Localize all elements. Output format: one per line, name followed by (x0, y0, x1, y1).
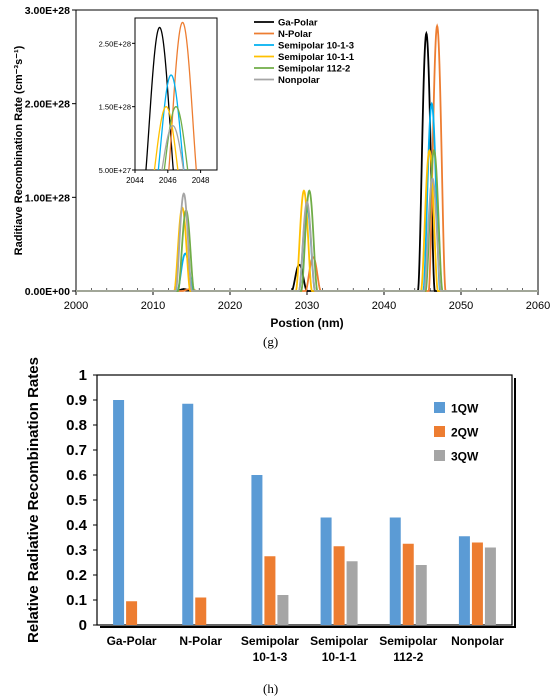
x-tick-label: 2000 (64, 300, 88, 312)
legend-label: Semipolar 112-2 (278, 64, 350, 75)
inset-x-tick-label: 2048 (192, 176, 210, 185)
bar-1qw (389, 517, 401, 625)
x-category-label: 112-2 (393, 650, 423, 664)
bar-2qw (126, 601, 138, 625)
recombination-rate-chart: 2000 2010 2020 2030 2040 2050 2060 0.00E+00 1.00… (13, 5, 550, 330)
relative-rates-bar-chart: 0 0.1 0.2 0.3 0.4 0.5 0.6 0.7 0.8 0.9 1 Ga-Polar N-P… (25, 357, 516, 664)
x-category-label: N-Polar (179, 634, 222, 648)
legend-label: Semipolar 10-1-3 (278, 41, 354, 52)
bar-2qw (402, 543, 414, 625)
y-axis-title: Relative Radiative Recombination Rates (25, 357, 42, 643)
legend-label: N-Polar (278, 29, 312, 40)
legend-swatch (434, 426, 445, 437)
x-tick-label: 2030 (295, 300, 319, 312)
x-category-label: Semipolar (379, 634, 437, 648)
y-tick-label: 0.7 (66, 442, 87, 459)
y-tick-label: 0 (79, 617, 87, 634)
x-tick-label: 2050 (449, 300, 473, 312)
y-tick-label: 0.00E+00 (25, 286, 70, 298)
x-category-label: Semipolar (310, 634, 368, 648)
legend-label: Nonpolar (278, 75, 320, 86)
bar-2qw (471, 542, 483, 625)
x-tick-label: 2040 (372, 300, 396, 312)
inset-x-tick-label: 2046 (159, 176, 177, 185)
y-tick-label: 1 (79, 367, 87, 384)
x-category-label: Semipolar (241, 634, 299, 648)
y-tick-label: 0.5 (66, 492, 87, 509)
y-tick-label: 1.00E+28 (25, 192, 70, 204)
inset-series-line-n-polar (168, 21, 197, 170)
legend-label: 2QW (451, 426, 479, 440)
x-tick-label: 2010 (141, 300, 165, 312)
bar-1qw (458, 536, 470, 625)
bar-2qw (195, 597, 207, 625)
inset-y-tick-label: 1.50E+28 (99, 103, 131, 112)
bar-1qw (251, 475, 263, 625)
inset-series-line-nonpolar (161, 125, 185, 170)
x-tick-label: 2020 (218, 300, 242, 312)
legend-swatch (434, 402, 445, 413)
panel-label-h: (h) (263, 681, 279, 696)
x-category-label: 10-1-3 (253, 650, 288, 664)
y-tick-label: 0.1 (66, 592, 87, 609)
legend-label: Ga-Polar (278, 18, 318, 29)
inset-series-line-ga-polar (145, 26, 174, 170)
y-tick-label: 0.2 (66, 567, 87, 584)
bar-3qw (277, 595, 289, 625)
bar-2qw (333, 546, 345, 625)
x-category-label: Ga-Polar (107, 634, 157, 648)
y-tick-label: 3.00E+28 (25, 5, 70, 17)
bar-3qw (346, 561, 358, 625)
legend-label: 1QW (451, 402, 479, 416)
y-tick-label: 0.4 (66, 517, 88, 534)
x-category-label: 10-1-1 (322, 650, 357, 664)
y-tick-label: 0.9 (66, 392, 87, 409)
bar-1qw (113, 400, 125, 625)
series-line-nonpolar (76, 177, 538, 292)
inset-y-tick-label: 2.50E+28 (99, 39, 131, 48)
legend-label: 3QW (451, 450, 479, 464)
x-axis-title: Postion (nm) (270, 316, 343, 330)
inset-series-line-semipolar-10-1-1 (153, 106, 179, 170)
y-tick-label: 0.8 (66, 417, 87, 434)
y-axis-title: Raditiave Recombination Rate (cm⁻³s⁻¹) (13, 45, 25, 255)
inset-y-tick-label: 5.00E+27 (99, 166, 131, 175)
inset-series-line-semipolar-10-1-3 (157, 74, 185, 170)
inset-x-tick-label: 2044 (126, 176, 144, 185)
panel-label-g: (g) (263, 334, 279, 349)
inset-series-line-semipolar-112-2 (163, 106, 189, 170)
y-tick-label: 0.3 (66, 542, 87, 559)
x-category-label: Nonpolar (451, 634, 504, 648)
legend-swatch (434, 450, 445, 461)
bar-3qw (484, 547, 496, 625)
bar-3qw (415, 565, 427, 625)
bar-2qw (264, 556, 276, 625)
bar-1qw (320, 517, 332, 625)
y-tick-label: 2.00E+28 (25, 99, 70, 111)
bar-1qw (182, 403, 194, 625)
plot-frame (96, 374, 513, 626)
legend-label: Semipolar 10-1-1 (278, 52, 355, 63)
x-tick-label: 2060 (526, 300, 550, 312)
y-tick-label: 0.6 (66, 467, 87, 484)
